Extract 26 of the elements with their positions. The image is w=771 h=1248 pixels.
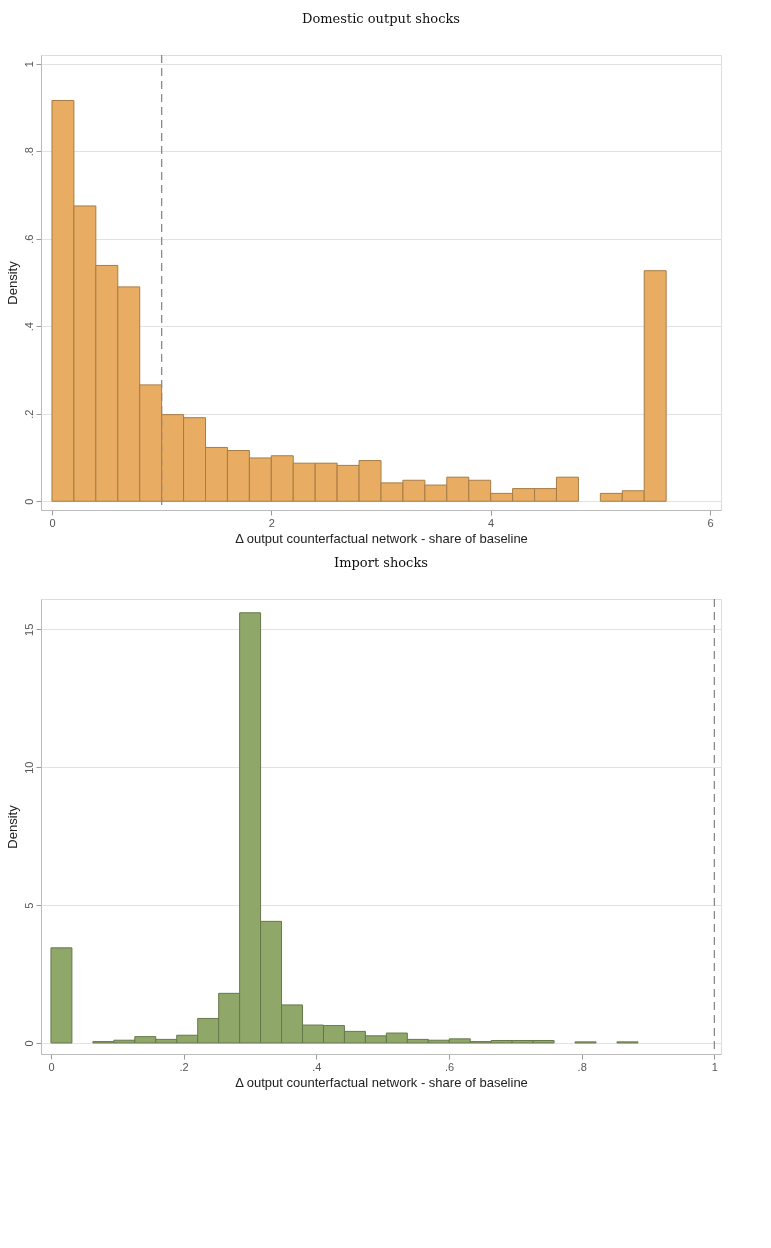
x-tick-label: 0 bbox=[48, 1060, 55, 1073]
x-tick-label: 1 bbox=[711, 1060, 718, 1073]
x-tick-label: .6 bbox=[444, 1060, 455, 1073]
y-tick-label: .6 bbox=[22, 234, 35, 244]
y-tick-label: 10 bbox=[22, 761, 35, 774]
y-tick-label: .2 bbox=[22, 409, 35, 419]
y-tick-label: 0 bbox=[22, 498, 35, 505]
y-tick-label: 5 bbox=[22, 902, 35, 909]
x-tick-label: 6 bbox=[707, 516, 714, 529]
y-axis-title: Density bbox=[4, 804, 20, 849]
y-tick-label: 0 bbox=[22, 1040, 35, 1047]
x-tick-label: .8 bbox=[577, 1060, 587, 1073]
y-axis-title: Density bbox=[4, 260, 20, 305]
x-axis-title: Δ output counterfactual network - share of baseline bbox=[235, 530, 528, 546]
x-tick-label: 0 bbox=[49, 516, 56, 529]
x-tick-label: .4 bbox=[312, 1060, 322, 1073]
x-axis-title: Δ output counterfactual network - share of baseline bbox=[235, 1074, 528, 1090]
x-tick-label: .2 bbox=[179, 1060, 189, 1073]
chart-title: Domestic output shocks bbox=[302, 11, 460, 27]
x-tick-label: 4 bbox=[488, 516, 495, 529]
y-tick-label: 15 bbox=[22, 623, 35, 636]
y-tick-label: .8 bbox=[22, 147, 35, 157]
chart-title: Import shocks bbox=[334, 555, 428, 571]
x-tick-label: 2 bbox=[268, 516, 275, 529]
y-tick-label: 1 bbox=[22, 61, 35, 68]
y-tick-label: .4 bbox=[22, 322, 35, 332]
